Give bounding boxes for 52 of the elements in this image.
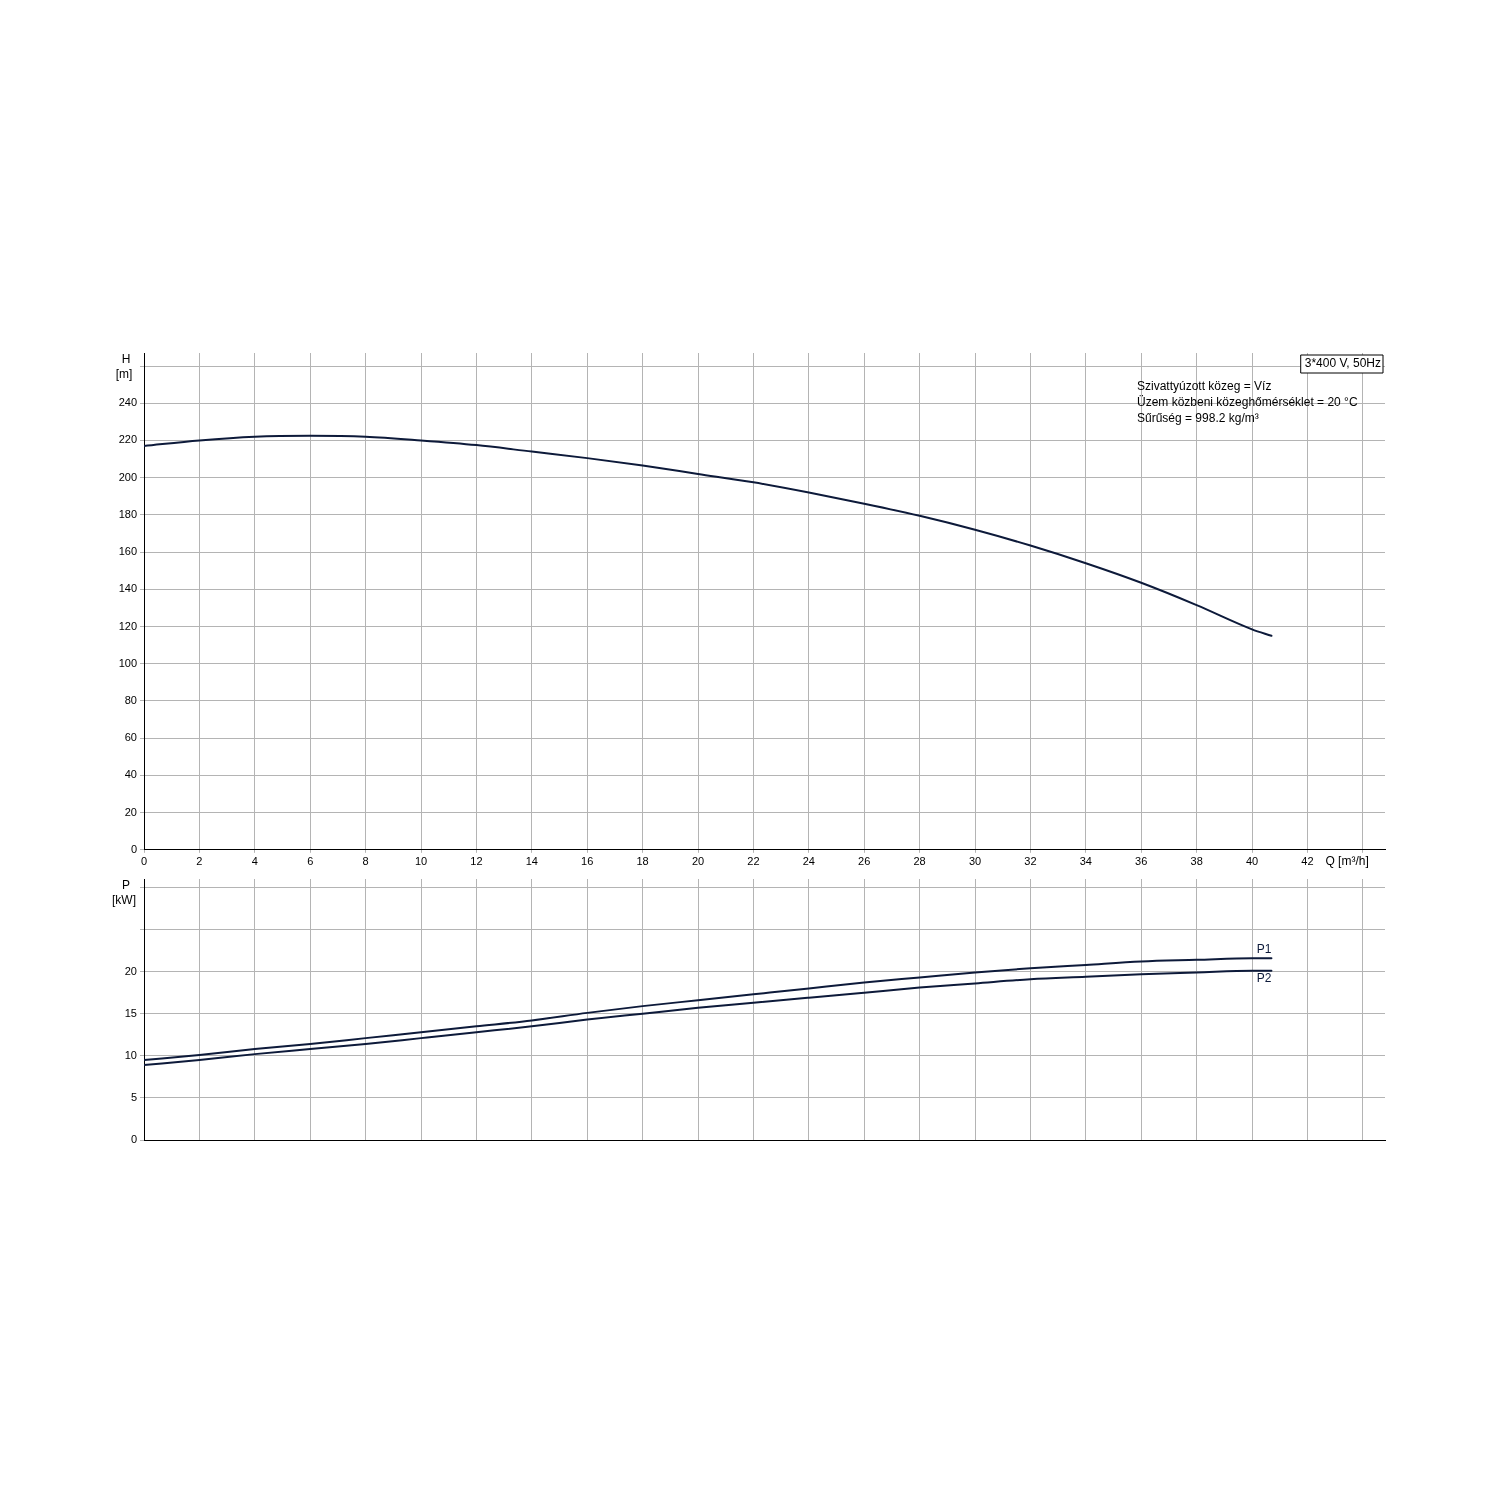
line-series (144, 969, 1273, 1067)
x-tick-label: 26 (858, 855, 871, 868)
x-tick-label: 32 (1024, 855, 1037, 868)
annotation: Sűrűség = 998.2 kg/m³ (1137, 411, 1259, 426)
series-label: P2 (1256, 971, 1272, 986)
y-tick-label: 80 (124, 693, 137, 706)
y-tick-label: 20 (124, 964, 137, 977)
x-tick-label: 24 (802, 855, 815, 868)
x-tick-label: 40 (1245, 855, 1259, 868)
y-tick-label: 160 (118, 545, 137, 558)
x-tick-label: 16 (581, 855, 594, 868)
y-axis-title: H [m] (115, 352, 133, 381)
annotation: 3*400 V, 50Hz (1304, 356, 1381, 371)
y-tick-label: 240 (118, 396, 137, 409)
x-tick-label: 2 (196, 855, 203, 868)
x-tick-label: 8 (362, 855, 369, 868)
x-tick-label: 12 (470, 855, 483, 868)
x-tick-label: 38 (1190, 855, 1203, 868)
y-tick-label: 220 (118, 433, 137, 446)
y-tick-label: 15 (124, 1006, 137, 1019)
x-tick-label: 22 (747, 855, 760, 868)
x-axis-title: Q [m³/h] (1325, 854, 1369, 869)
x-tick-label: 30 (968, 855, 982, 868)
x-tick-label: 14 (525, 855, 538, 868)
x-tick-label: 10 (414, 855, 428, 868)
line-series (144, 957, 1273, 1062)
x-tick-label: 4 (251, 855, 258, 868)
y-tick-label: 140 (118, 582, 137, 595)
series-label: P1 (1256, 942, 1272, 957)
line-series (144, 434, 1273, 637)
x-tick-label: 0 (140, 855, 148, 868)
y-tick-label: 20 (124, 805, 137, 818)
x-tick-label: 36 (1135, 855, 1148, 868)
y-tick-label: 40 (124, 768, 137, 781)
x-tick-label: 18 (636, 855, 649, 868)
y-tick-label: 10 (124, 1048, 137, 1061)
x-tick-label: 42 (1301, 855, 1314, 868)
x-tick-label: 20 (691, 855, 705, 868)
y-tick-label: 60 (124, 731, 137, 744)
x-tick-label: 6 (307, 855, 314, 868)
y-tick-label: 200 (118, 470, 137, 483)
x-tick-label: 28 (913, 855, 926, 868)
y-tick-label: 120 (118, 619, 137, 632)
y-tick-label: 0 (130, 1133, 137, 1146)
y-tick-label: 0 (130, 842, 137, 855)
x-tick-label: 34 (1079, 855, 1092, 868)
annotation: Szivattyúzott közeg = Víz (1137, 379, 1272, 394)
y-tick-label: 100 (118, 656, 137, 669)
y-axis-title: P [kW] (112, 878, 136, 907)
y-tick-label: 180 (118, 507, 137, 520)
y-tick-label: 5 (130, 1090, 137, 1103)
annotation: Üzem közbeni közeghőmérséklet = 20 °C (1137, 395, 1358, 410)
